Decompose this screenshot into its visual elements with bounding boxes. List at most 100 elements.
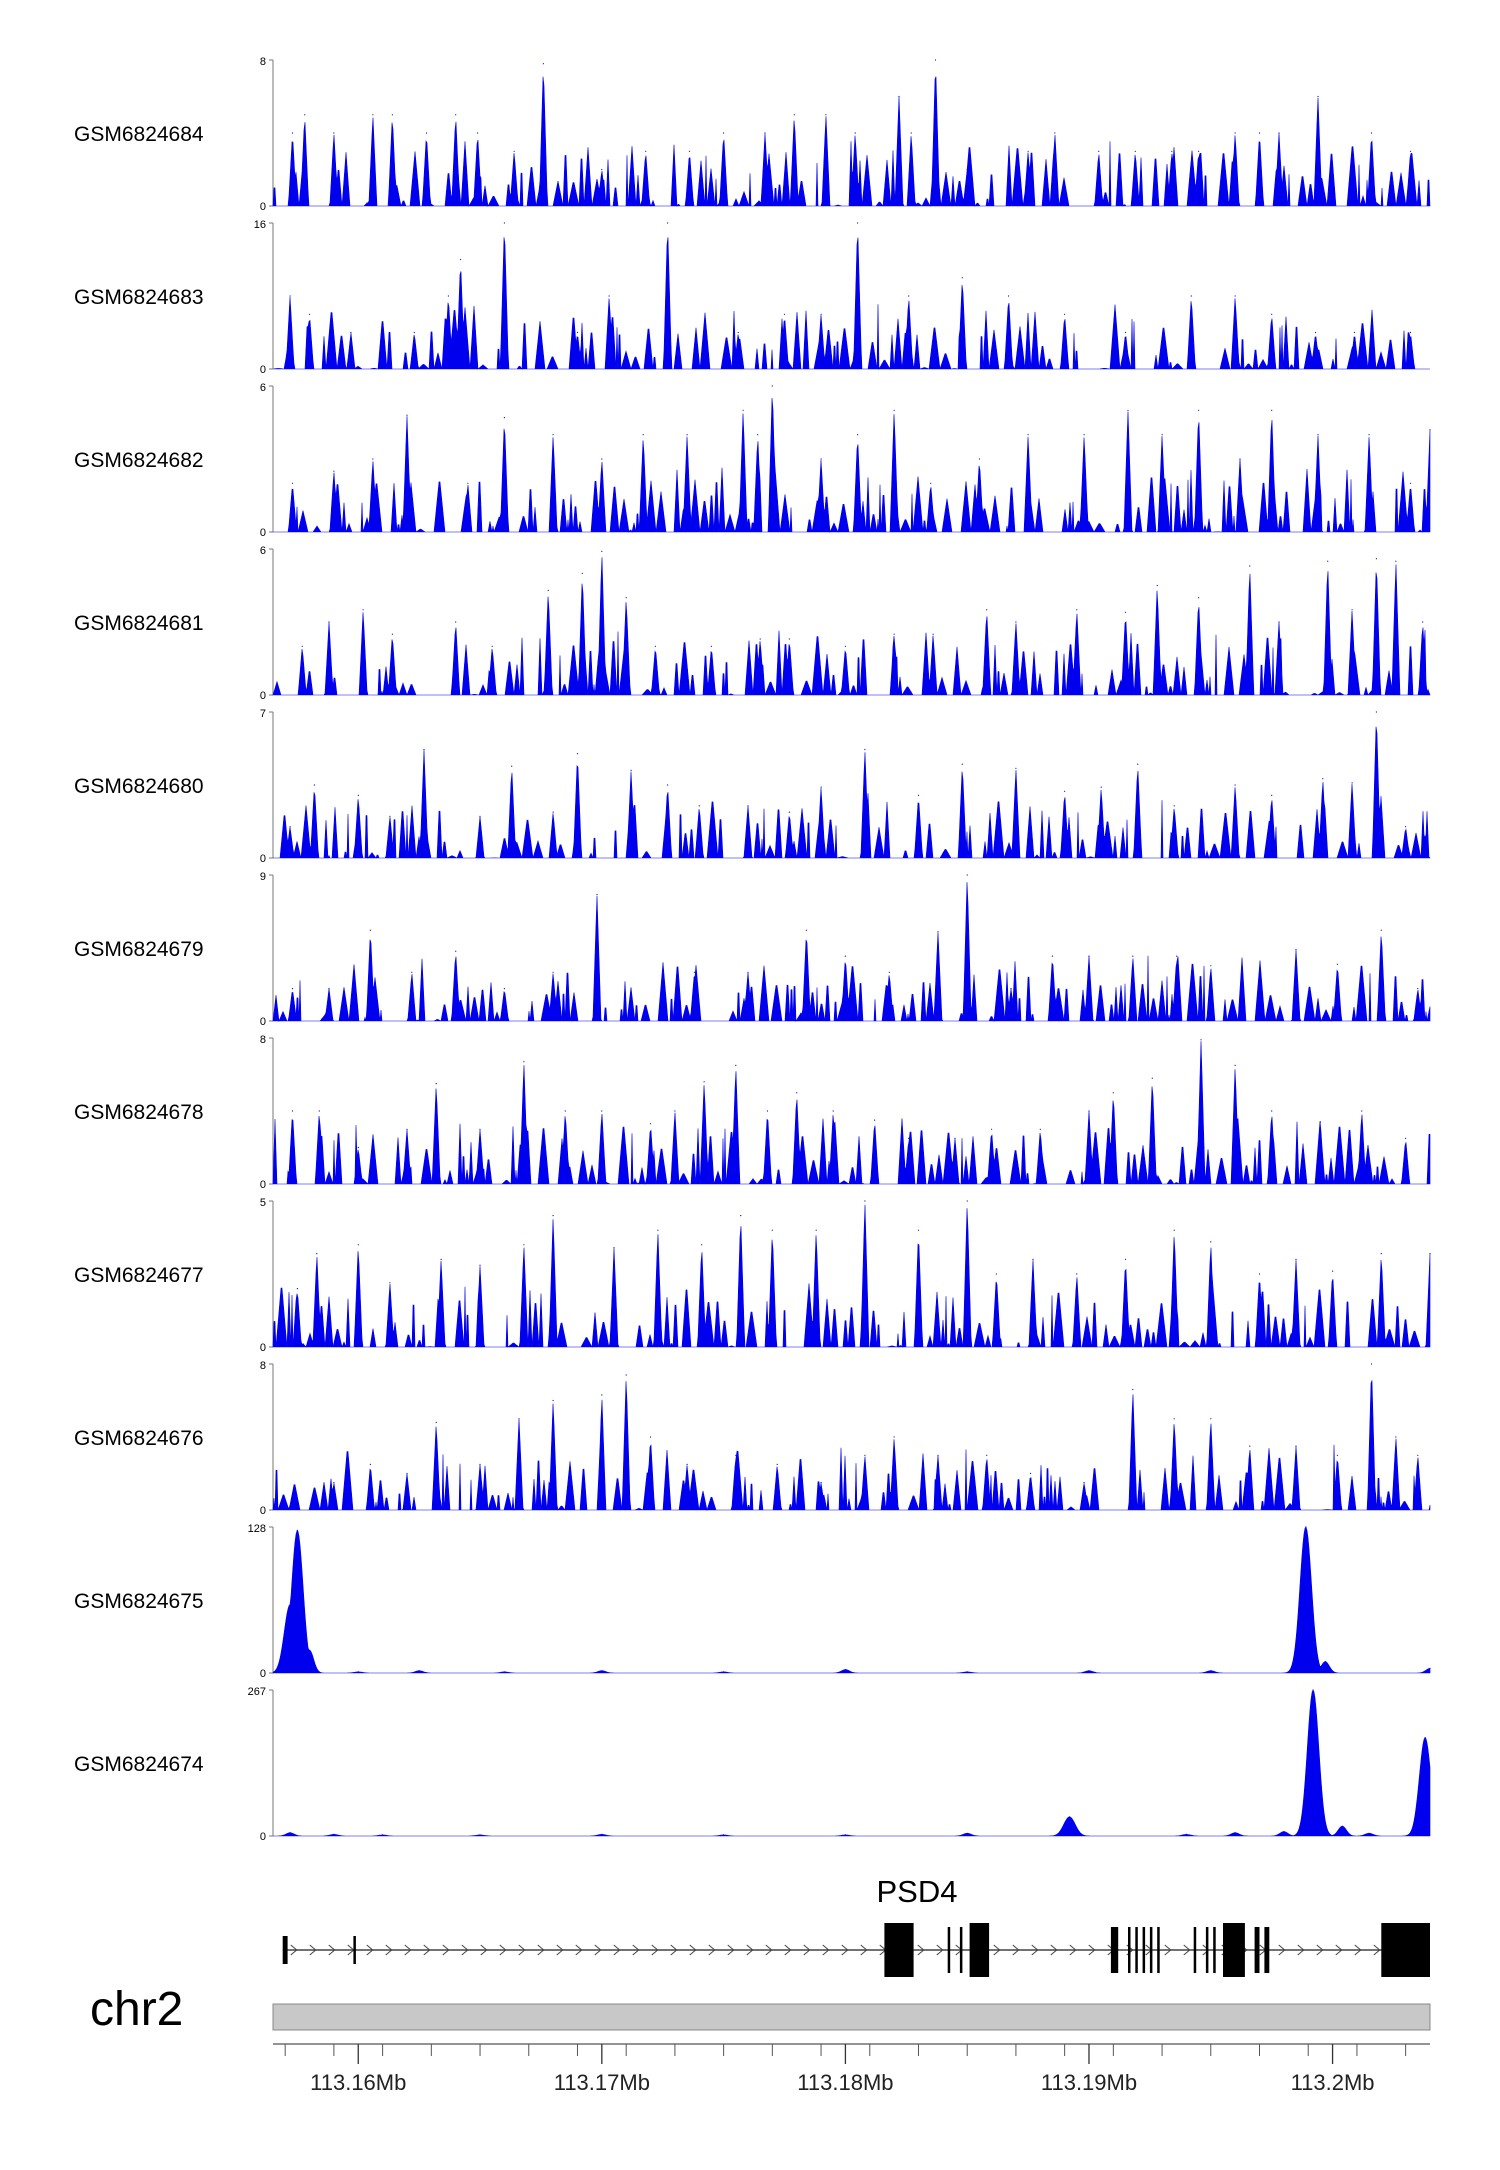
peak-mark [1380,929,1382,931]
peak-mark [406,1128,408,1130]
peak-mark [1429,1253,1431,1255]
peak-mark [1271,794,1273,797]
peak-mark [874,1119,876,1121]
peak-mark [857,434,859,436]
peak-mark [601,550,603,553]
peak-mark [930,482,932,484]
peak-mark [362,609,364,611]
peak-mark [289,295,291,297]
gene-exon [1142,1927,1146,1973]
peak-mark [608,295,610,297]
track-GSM6824676: GSM6824676 8 0 [74,1360,1431,1517]
peak-mark [844,1669,847,1671]
x-tick-label: 113.16Mb [310,2070,406,2095]
strand-arrow-icon [822,1944,830,1956]
peak-mark [966,1200,968,1202]
peak-mark [1088,1670,1090,1672]
peak-mark [788,811,791,813]
peak-mark [1341,1825,1343,1827]
peak-mark [966,874,968,876]
peak-mark [1271,409,1273,411]
peak-mark [932,633,934,635]
strand-arrow-icon [1069,1944,1077,1956]
peak-mark [937,931,939,933]
y-min-label: 0 [260,201,266,213]
x-tick-label: 113.19Mb [1041,2070,1137,2095]
strand-arrow-icon [309,1944,317,1956]
peak-mark [893,1436,895,1438]
y-min-label: 0 [260,364,266,376]
peak-mark [318,1110,320,1112]
peak-mark [296,1288,298,1290]
gene-exon [1213,1927,1216,1973]
peak-mark [625,597,627,599]
peak-mark [657,1229,659,1231]
coverage-area [272,76,1431,208]
peak-mark [642,434,644,436]
peak-mark [406,414,408,416]
peak-mark [406,1472,408,1475]
peak-mark [289,1604,291,1606]
peak-mark [1234,1064,1236,1066]
y-min-label: 0 [260,1179,266,1191]
peak-mark [710,645,713,647]
track-label: GSM6824679 [74,938,204,961]
peak-mark [308,1649,311,1651]
track-GSM6824678: GSM6824678 8 0 [74,1034,1431,1191]
peak-mark [511,765,513,767]
peak-mark [601,1110,603,1112]
peak-mark [357,794,359,797]
peak-mark [630,769,632,772]
peak-mark [1010,988,1012,990]
peak-mark [479,1128,481,1130]
coverage-area [272,237,1430,371]
peak-mark [1234,784,1236,786]
peak-mark [961,277,963,279]
peak-mark [1173,1418,1175,1420]
peak-mark [1151,1077,1153,1079]
peak-mark [1409,482,1412,484]
peak-mark [1064,313,1066,315]
peak-mark [1370,1363,1373,1365]
peak-mark [289,826,291,828]
peak-mark [460,258,462,261]
peak-mark [1239,458,1241,460]
track-GSM6824675: GSM6824675 128 0 [74,1523,1431,1680]
peak-mark [1112,1092,1114,1094]
peak-mark [308,313,311,315]
peak-mark [995,1273,998,1275]
peak-mark [888,971,890,973]
peak-mark [1409,331,1412,334]
strand-arrow-icon [1316,1944,1324,1956]
peak-mark [1336,1454,1338,1456]
peak-mark [1210,1241,1212,1243]
peak-mark [382,1834,384,1836]
y-min-label: 0 [260,1016,266,1028]
peak-mark [815,1229,817,1231]
peak-mark [391,114,393,116]
track-GSM6824681: GSM6824681 6 0 [74,545,1431,702]
gene-exon [1381,1923,1430,1977]
gene-exon [1135,1927,1138,1973]
coverage-area [272,1041,1431,1186]
peak-mark [1429,1667,1431,1669]
gene-exon [1223,1923,1245,1977]
x-tick-label: 113.17Mb [554,2070,650,2095]
strand-arrow-icon [1278,1944,1286,1956]
peak-mark [1375,558,1377,560]
y-max-label: 7 [260,708,266,720]
peak-mark [411,971,413,973]
peak-mark [564,1110,566,1112]
peak-mark [742,409,744,411]
strand-arrow-icon [556,1944,564,1956]
gene-exon [1193,1927,1197,1973]
peak-mark [1353,331,1356,334]
coverage-area [272,882,1431,1023]
peak-mark [1198,597,1200,599]
x-tick-label: 113.18Mb [797,2070,893,2095]
strand-arrow-icon [613,1944,621,1956]
coverage-area [273,1689,1431,1837]
peak-mark [1429,429,1431,431]
peak-mark [820,786,822,788]
peak-mark [316,1253,318,1255]
